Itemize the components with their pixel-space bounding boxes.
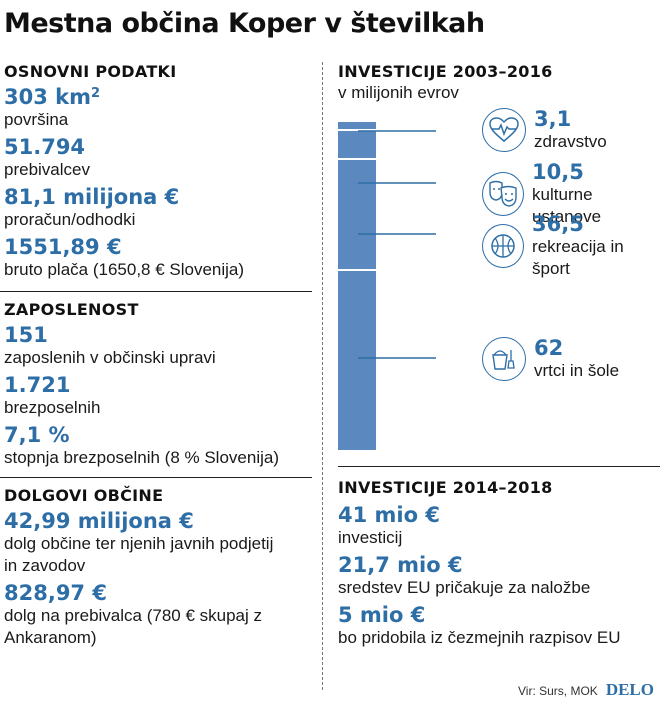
population-label: prebivalcev [4,160,90,179]
column-divider [322,62,323,690]
area-label: površina [4,110,69,129]
basic-data-heading: OSNOVNI PODATKI [4,62,177,81]
gross-salary-label: bruto plača (1650,8 € Slovenija) [4,260,245,279]
unemployment-rate-value: 7,1 % [4,423,70,447]
unemployment-rate-label: stopnja brezposelnih (8 % Slovenija) [4,448,279,467]
eu-funds-label: sredstev EU pričakuje za naložbe [338,578,591,597]
debt-per-capita-label: dolg na prebivalca (780 € skupaj z Ankar… [4,606,262,647]
employment-section: ZAPOSLENOST 151 zaposlenih v občinski up… [0,300,312,469]
investments-2003-subheading: v milijonih evrov [338,83,459,102]
eu-funds-value: 21,7 mio € [338,553,463,577]
schools-label: vrtci in šole [534,361,620,380]
gross-salary-value: 1551,89 € [4,235,122,259]
healthcare-value: 3,1 [534,107,572,131]
investment-sport: 36,5 rekreacija in šport [482,212,660,280]
debts-heading: DOLGOVI OBČINE [4,486,164,505]
investments-2014-section: INVESTICIJE 2014–2018 41 mio € investici… [338,472,660,649]
total-investments-label: investicij [338,528,403,547]
basic-data-section: OSNOVNI PODATKI 303 km2 površina 51.794 … [0,62,312,281]
heart-pulse-icon [482,108,526,152]
area-value: 303 km2 [4,85,101,109]
unemployed-label: brezposelnih [4,398,101,417]
total-debt-label: dolg občine ter njenih javnih podjetij i… [4,534,274,575]
source-text: Vir: Surs, MOK [518,684,598,698]
source-footer: Vir: Surs, MOK DELO [518,680,654,700]
investments-2014-heading: INVESTICIJE 2014–2018 [338,478,553,497]
right-column: INVESTICIJE 2003–2016 v milijonih evrov … [338,56,660,647]
sport-value: 36,5 [532,212,584,236]
left-column: OSNOVNI PODATKI 303 km2 površina 51.794 … [0,56,312,649]
employment-heading: ZAPOSLENOST [4,300,139,319]
basketball-icon [482,224,525,268]
debts-section: DOLGOVI OBČINE 42,99 milijona € dolg obč… [0,486,312,649]
theater-masks-icon [482,172,525,216]
delo-logo: DELO [605,680,654,699]
crossborder-value: 5 mio € [338,603,426,627]
page-title: Mestna občina Koper v številkah [4,8,485,39]
crossborder-label: bo pridobila iz čezmejnih razpisov EU [338,628,621,647]
investment-schools: 62 vrtci in šole [482,336,619,382]
total-investments-value: 41 mio € [338,503,440,527]
total-debt-value: 42,99 milijona € [4,509,194,533]
healthcare-label: zdravstvo [534,132,607,151]
budget-value: 81,1 milijona € [4,185,180,209]
schools-value: 62 [534,336,564,360]
unemployed-value: 1.721 [4,373,71,397]
investment-healthcare: 3,1 zdravstvo [482,107,607,153]
debt-per-capita-value: 828,97 € [4,581,107,605]
section-divider [0,291,312,292]
section-divider [338,466,660,467]
sport-label: rekreacija in šport [532,237,624,278]
culture-value: 10,5 [532,160,584,184]
stacked-bar-column [338,122,376,450]
investment-stacked-bar [338,122,436,450]
investment-culture: 10,5 kulturne ustanove [482,160,660,228]
employees-label: zaposlenih v občinski upravi [4,348,216,367]
budget-label: proračun/odhodki [4,210,136,229]
employees-value: 151 [4,323,48,347]
sand-bucket-icon [482,337,526,381]
section-divider [0,477,312,478]
culture-label: kulturne ustanove [532,185,602,226]
investments-2003-heading: INVESTICIJE 2003–2016 [338,62,553,81]
population-value: 51.794 [4,135,86,159]
